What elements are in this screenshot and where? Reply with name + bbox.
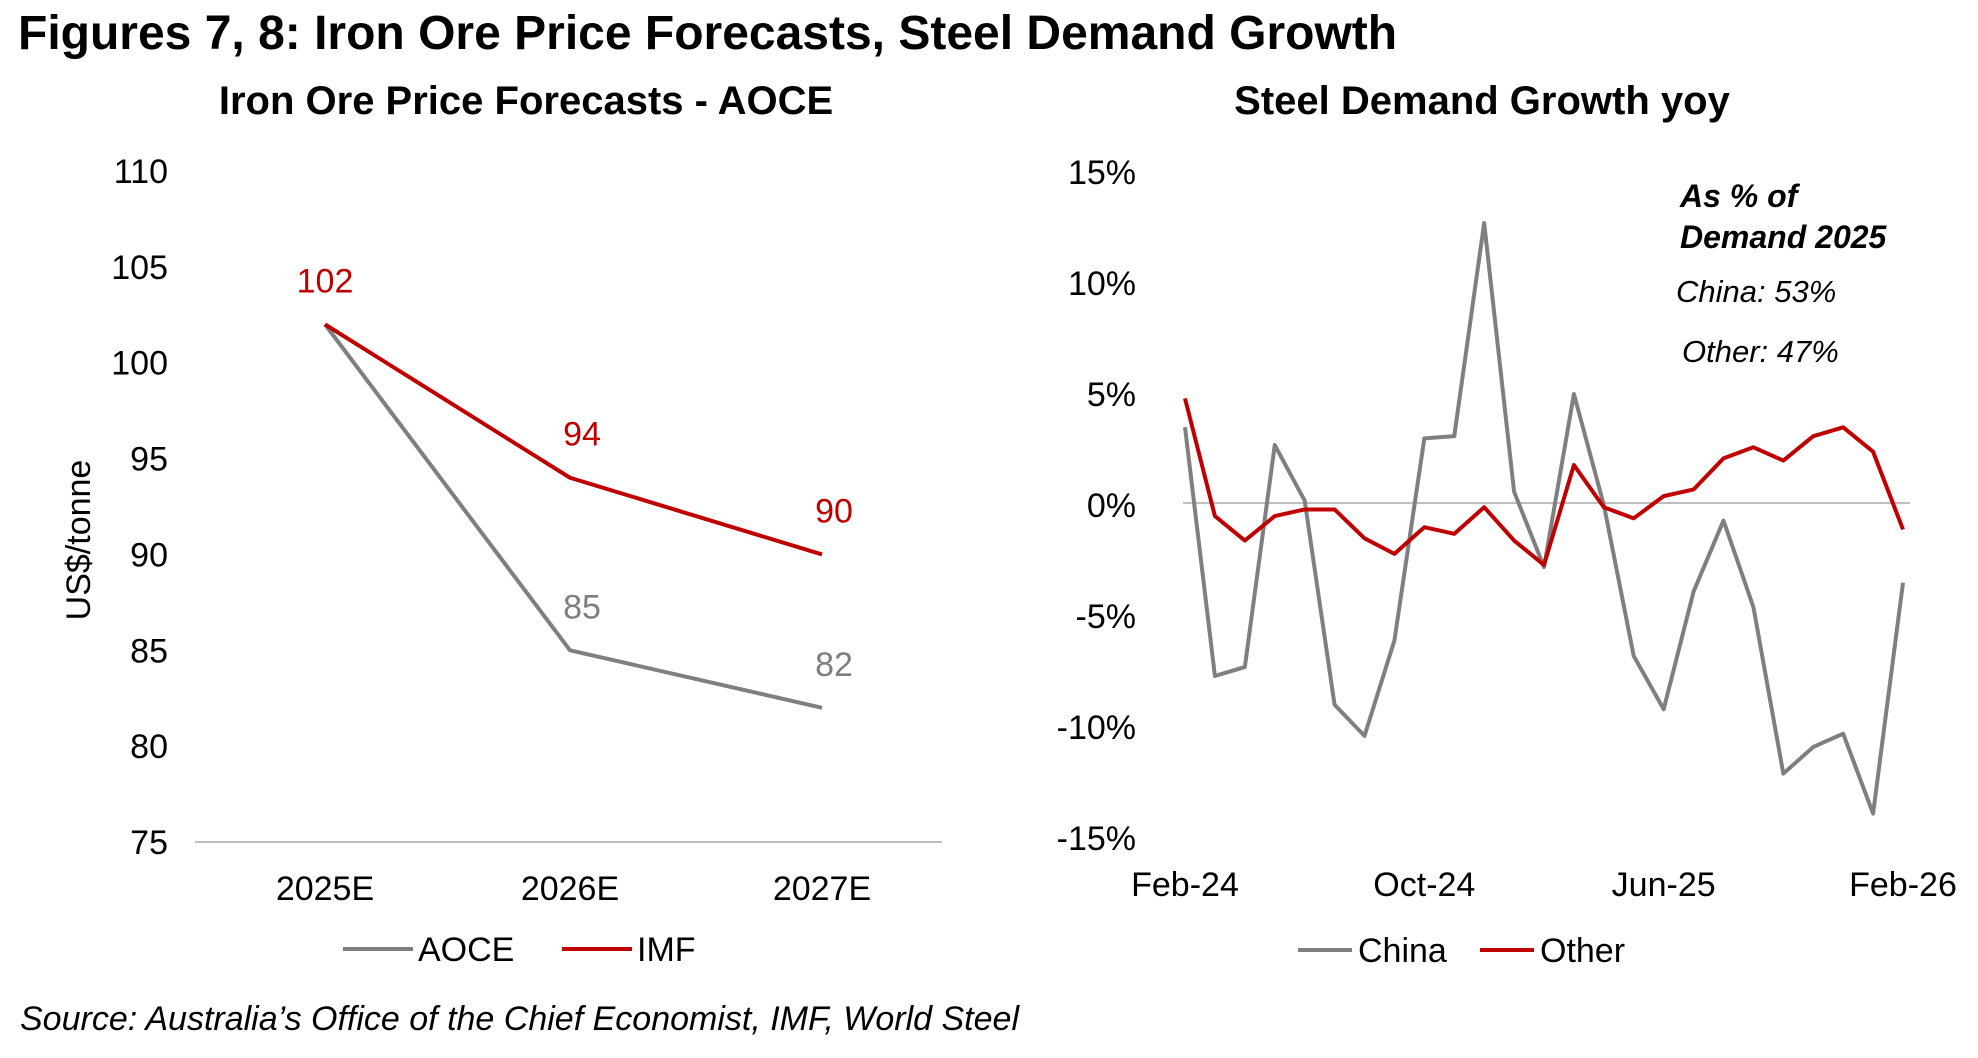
right-chart: Steel Demand Growth yoy -15% -10% -5% 0% 5% 1…: [1057, 79, 1957, 970]
right-y-tick-label: 0%: [1087, 487, 1136, 525]
right-series-lines: [1183, 221, 1905, 816]
legend-label-china: China: [1358, 932, 1447, 970]
left-y-axis-label: US$/tonne: [60, 460, 98, 621]
left-data-label-imf: 102: [297, 262, 354, 300]
left-data-label-imf: 90: [815, 492, 853, 530]
left-y-tick-label: 95: [130, 441, 168, 479]
right-legend: China Other: [1298, 932, 1625, 970]
right-x-tick-label: Oct-24: [1373, 866, 1475, 904]
left-x-tick-label: 2027E: [773, 870, 871, 908]
right-y-tick-label: -15%: [1057, 820, 1136, 858]
right-y-tick-label: 5%: [1087, 376, 1136, 414]
left-y-tick-label: 80: [130, 728, 168, 766]
annotation-other: Other: 47%: [1682, 334, 1839, 369]
left-x-tick-label: 2025E: [276, 870, 374, 908]
annotation-china: China: 53%: [1676, 274, 1836, 309]
left-y-tick-label: 110: [114, 153, 168, 191]
left-y-tick-label: 105: [111, 249, 168, 287]
left-y-ticks: 75 80 85 90 95 100 105 110: [111, 153, 168, 862]
left-x-ticks: 2025E 2026E 2027E: [276, 870, 871, 908]
left-legend: AOCE IMF: [343, 931, 696, 969]
left-series-line-aoce: [323, 323, 823, 710]
left-x-tick-label: 2026E: [521, 870, 619, 908]
left-series-lines: [323, 322, 823, 710]
left-y-tick-label: 90: [130, 536, 168, 574]
legend-label-aoce: AOCE: [418, 931, 514, 969]
annotation-line1: As % of: [1679, 178, 1801, 214]
figure-title: Figures 7, 8: Iron Ore Price Forecasts, …: [18, 7, 1398, 60]
right-x-tick-label: Feb-24: [1131, 866, 1239, 904]
right-annotation: As % of Demand 2025 China: 53% Other: 47…: [1676, 178, 1888, 369]
left-chart-title: Iron Ore Price Forecasts - AOCE: [219, 79, 833, 123]
annotation-line2: Demand 2025: [1680, 219, 1888, 255]
left-data-label-aoce: 85: [563, 588, 601, 626]
right-x-tick-label: Jun-25: [1612, 866, 1716, 904]
left-data-label-imf: 94: [563, 416, 601, 454]
right-y-tick-label: 15%: [1068, 154, 1136, 192]
right-chart-title: Steel Demand Growth yoy: [1234, 79, 1730, 123]
legend-label-other: Other: [1540, 932, 1625, 970]
left-series-line-imf: [323, 322, 823, 557]
legend-label-imf: IMF: [637, 931, 696, 969]
right-y-tick-label: -5%: [1076, 598, 1136, 636]
left-y-tick-label: 100: [111, 345, 168, 383]
right-x-tick-label: Feb-26: [1849, 866, 1957, 904]
left-y-tick-label: 75: [130, 824, 168, 862]
right-y-tick-label: 10%: [1068, 265, 1136, 303]
left-chart: Iron Ore Price Forecasts - AOCE US$/tonn…: [60, 79, 942, 969]
right-series-line-china: [1183, 221, 1905, 816]
right-x-ticks: Feb-24 Oct-24 Jun-25 Feb-26: [1131, 866, 1957, 904]
right-y-ticks: -15% -10% -5% 0% 5% 10% 15%: [1057, 154, 1136, 858]
left-data-label-aoce: 82: [815, 646, 853, 684]
left-y-tick-label: 85: [130, 632, 168, 670]
right-series-line-other: [1183, 397, 1905, 567]
left-data-labels: 85 82 102 94 90: [297, 262, 853, 683]
source-note: Source: Australia’s Office of the Chief …: [20, 1000, 1019, 1038]
right-y-tick-label: -10%: [1057, 709, 1136, 747]
chart-canvas: Iron Ore Price Forecasts - AOCE US$/tonn…: [60, 79, 1957, 970]
